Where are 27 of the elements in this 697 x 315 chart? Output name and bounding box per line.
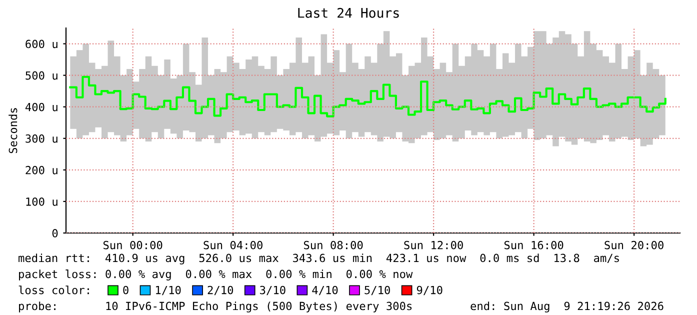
y-tick-label: 300 u [26, 134, 58, 143]
y-tick-label: 100 u [26, 197, 58, 206]
x-tick-label: Sun 12:00 [404, 240, 463, 250]
chart-title: Last 24 Hours [298, 8, 399, 18]
text: median rtt: 410.9 us avg 526.0 us max 343.6 us min 423.1 us now 0.0 ms sd 13.8 am/s [18, 254, 619, 264]
x-tick-label: Sun 16:00 [504, 240, 564, 250]
x-tick-label: Sun 08:00 [304, 240, 363, 250]
legend-label: 5/10 [364, 286, 390, 296]
legend-label: 0 [123, 286, 128, 294]
x-tick-label: Sun 00:00 [103, 240, 162, 250]
legend-label: 4/10 [312, 286, 338, 296]
text: probe: 10 IPv6-ICMP Echo Pings (500 Bytes) every 300s [19, 302, 412, 312]
y-tick-label: 0 [52, 229, 58, 238]
legend-label: 1/10 [156, 286, 181, 296]
y-tick-label: 200 u [26, 166, 58, 174]
y-tick-label: 500 u [26, 71, 58, 80]
x-tick-label: Sun 04:00 [204, 240, 262, 250]
legend-label: 2/10 [208, 286, 234, 296]
legend-title: loss color: [18, 286, 89, 294]
y-axis-title: Seconds [8, 108, 18, 154]
y-tick-label: 400 u [25, 102, 58, 112]
x-tick-label: Sun 20:00 [604, 240, 664, 250]
legend-label: 3/10 [260, 286, 286, 296]
text: end: Sun Aug 9 21:19:26 2026 [470, 302, 664, 312]
y-tick-label: 600 u [26, 40, 58, 48]
legend-label: 9/10 [416, 286, 442, 296]
text: packet loss: 0.00 % avg 0.00 % max 0.00 % min 0.00 % now [19, 270, 413, 280]
